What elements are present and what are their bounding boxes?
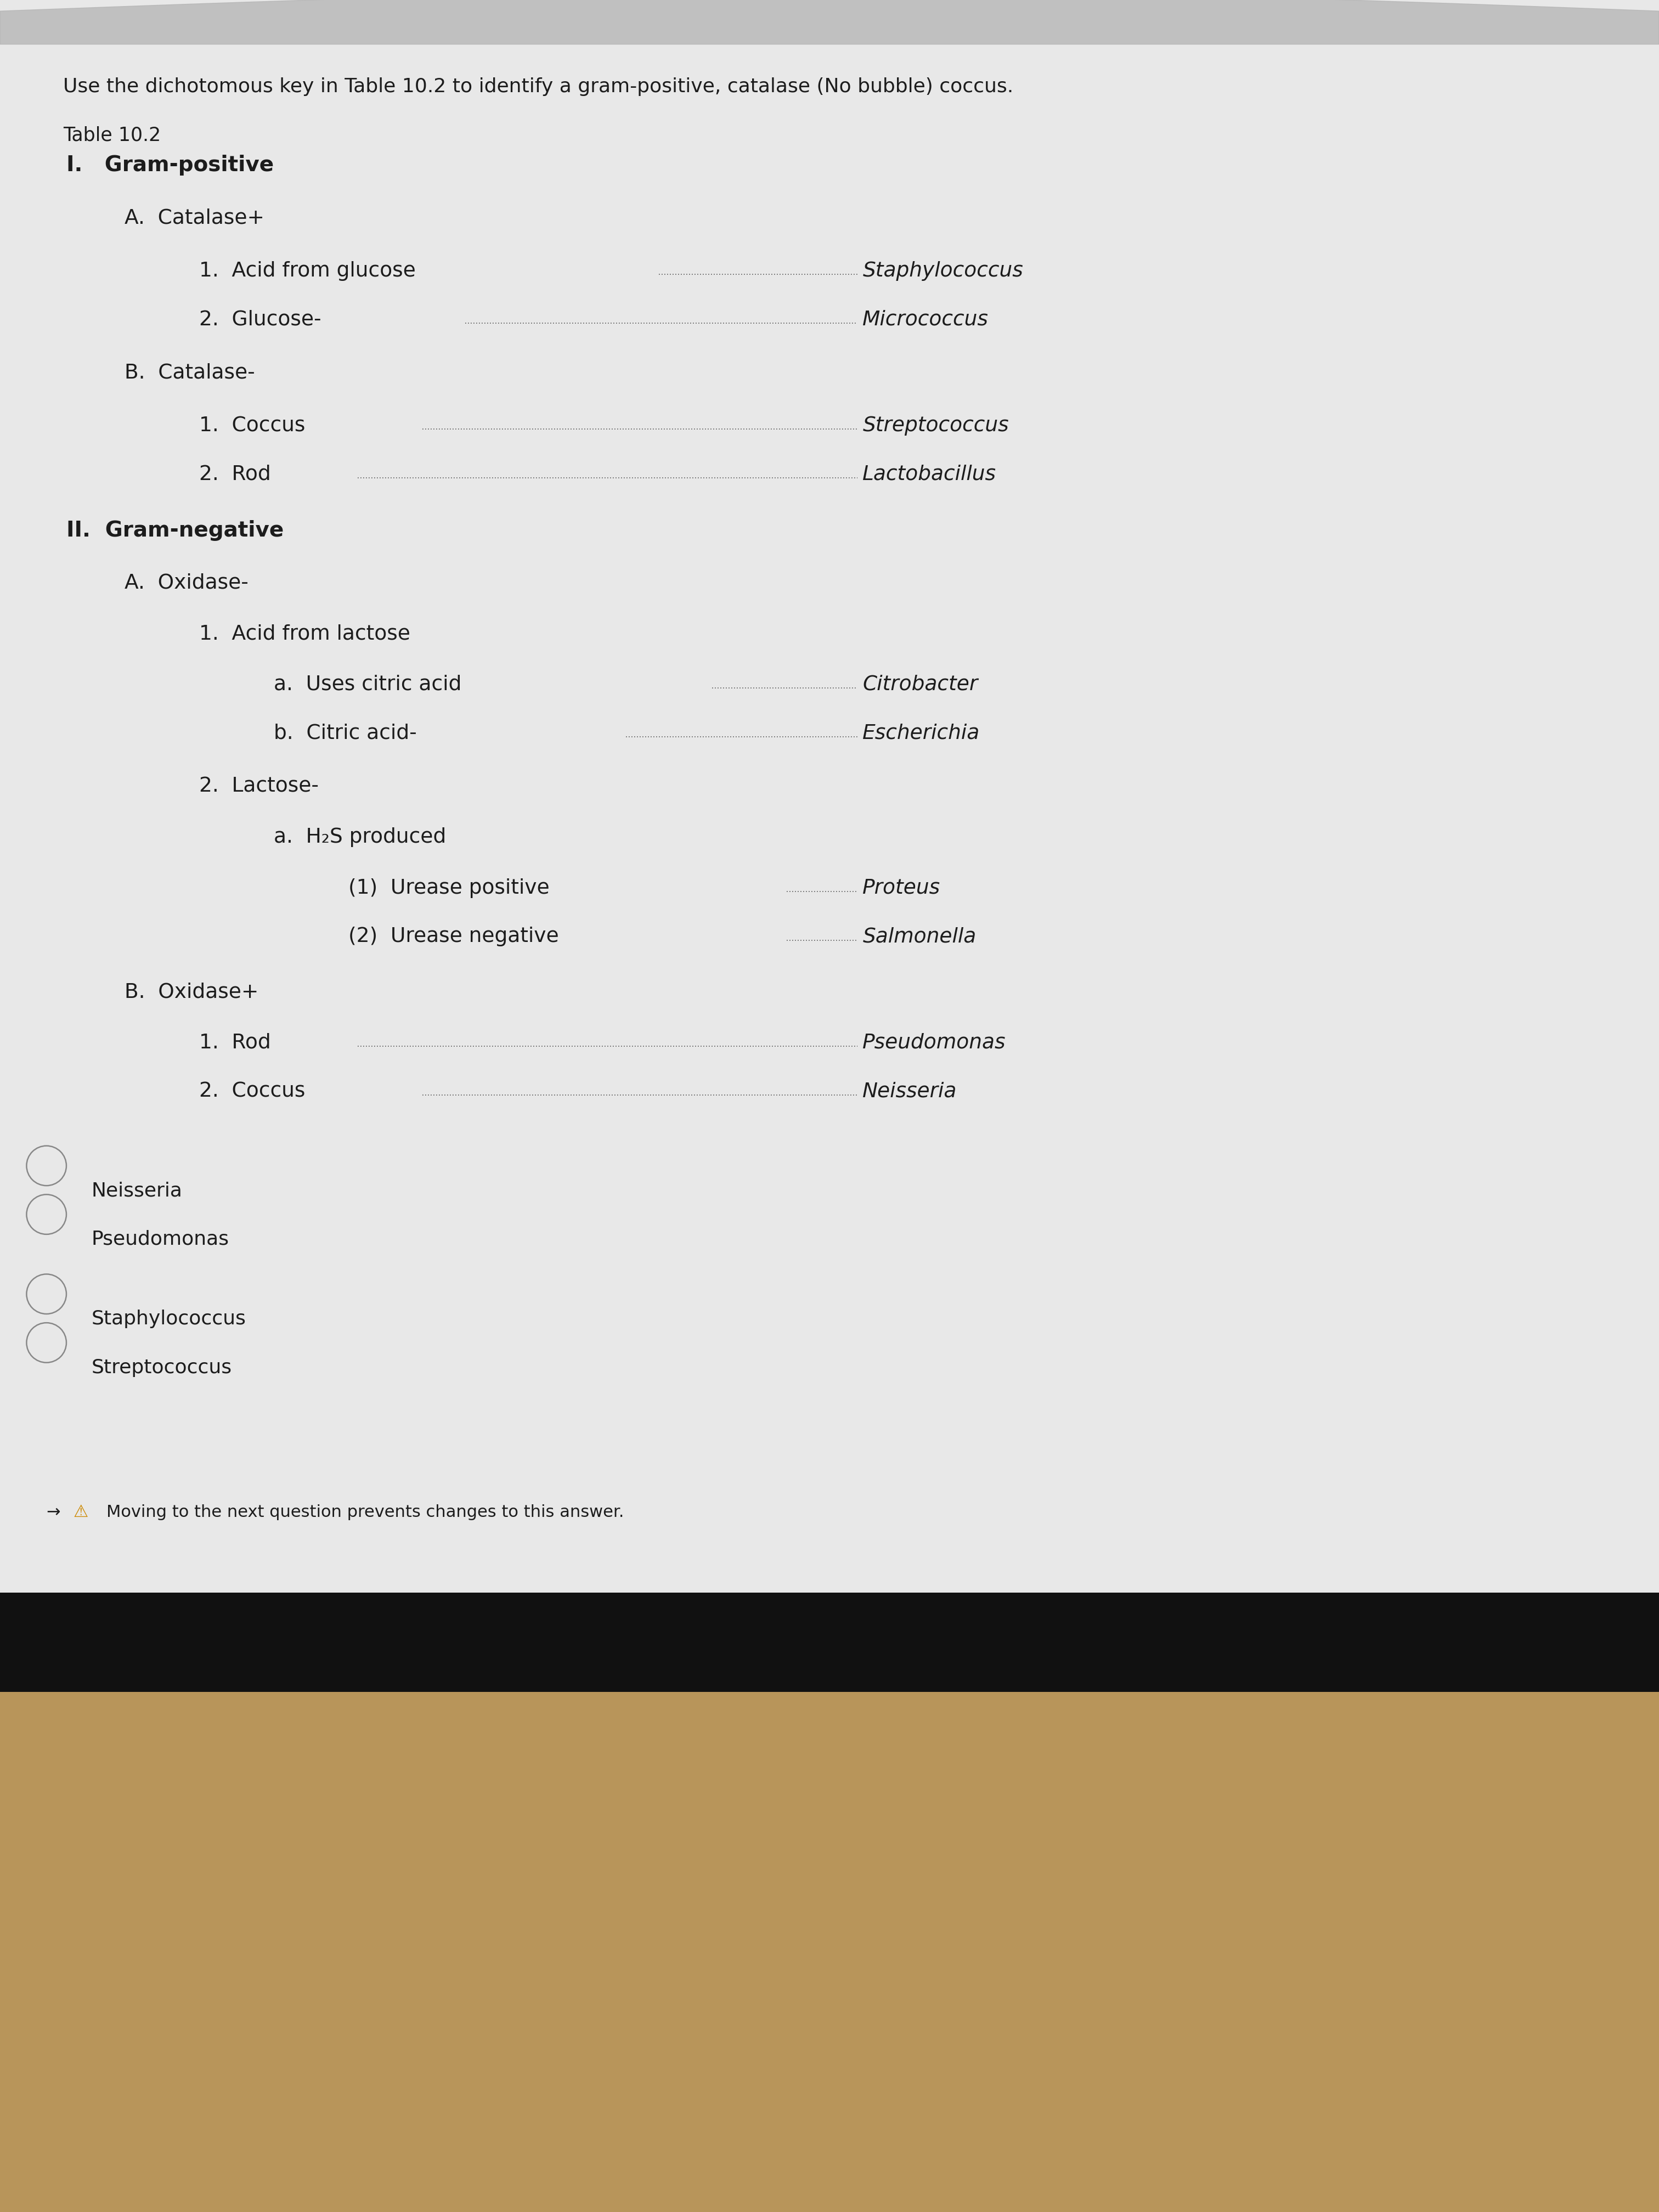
Text: a.  H₂S produced: a. H₂S produced <box>274 827 446 847</box>
Text: 2.  Glucose-: 2. Glucose- <box>199 310 322 330</box>
Text: Staphylococcus: Staphylococcus <box>91 1310 246 1327</box>
Bar <box>0 1593 1659 1692</box>
Text: Pseudomonas: Pseudomonas <box>863 1033 1005 1053</box>
Text: b.  Citric acid-: b. Citric acid- <box>274 723 416 743</box>
Text: Moving to the next question prevents changes to this answer.: Moving to the next question prevents cha… <box>106 1504 624 1520</box>
Text: Escherichia: Escherichia <box>863 723 980 743</box>
Text: 1.  Acid from lactose: 1. Acid from lactose <box>199 624 410 644</box>
Text: I.   Gram-positive: I. Gram-positive <box>66 155 274 175</box>
Text: A.  Oxidase-: A. Oxidase- <box>124 573 249 593</box>
Text: B.  Oxidase+: B. Oxidase+ <box>124 982 259 1002</box>
Text: 2.  Coccus: 2. Coccus <box>199 1082 305 1102</box>
Text: II.  Gram-negative: II. Gram-negative <box>66 520 284 540</box>
Text: Staphylococcus: Staphylococcus <box>863 261 1024 281</box>
Text: Proteus: Proteus <box>863 878 941 898</box>
Text: Pseudomonas: Pseudomonas <box>91 1230 229 1248</box>
Text: Neisseria: Neisseria <box>91 1181 182 1199</box>
Text: Lactobacillus: Lactobacillus <box>863 465 997 484</box>
Text: 1.  Rod: 1. Rod <box>199 1033 270 1053</box>
Text: Salmonella: Salmonella <box>863 927 977 947</box>
Text: Table 10.2: Table 10.2 <box>63 126 161 144</box>
Text: 2.  Rod: 2. Rod <box>199 465 270 484</box>
Text: Citrobacter: Citrobacter <box>863 675 979 695</box>
Text: A.  Catalase+: A. Catalase+ <box>124 208 264 228</box>
Text: ⚠: ⚠ <box>73 1504 88 1520</box>
Bar <box>0 0 1659 1593</box>
Text: →: → <box>46 1504 60 1520</box>
Text: a.  Uses citric acid: a. Uses citric acid <box>274 675 461 695</box>
Text: B.  Catalase-: B. Catalase- <box>124 363 255 383</box>
Text: Neisseria: Neisseria <box>863 1082 957 1102</box>
Text: Streptococcus: Streptococcus <box>863 416 1009 436</box>
Text: Use the dichotomous key in Table 10.2 to identify a gram-positive, catalase (No : Use the dichotomous key in Table 10.2 to… <box>63 77 1014 95</box>
Text: 1.  Coccus: 1. Coccus <box>199 416 305 436</box>
Text: Streptococcus: Streptococcus <box>91 1358 232 1376</box>
Text: (2)  Urease negative: (2) Urease negative <box>348 927 559 947</box>
Bar <box>0 1692 1659 2212</box>
Text: 1.  Acid from glucose: 1. Acid from glucose <box>199 261 416 281</box>
Text: (1)  Urease positive: (1) Urease positive <box>348 878 549 898</box>
Text: 2.  Lactose-: 2. Lactose- <box>199 776 319 796</box>
Text: Micrococcus: Micrococcus <box>863 310 989 330</box>
